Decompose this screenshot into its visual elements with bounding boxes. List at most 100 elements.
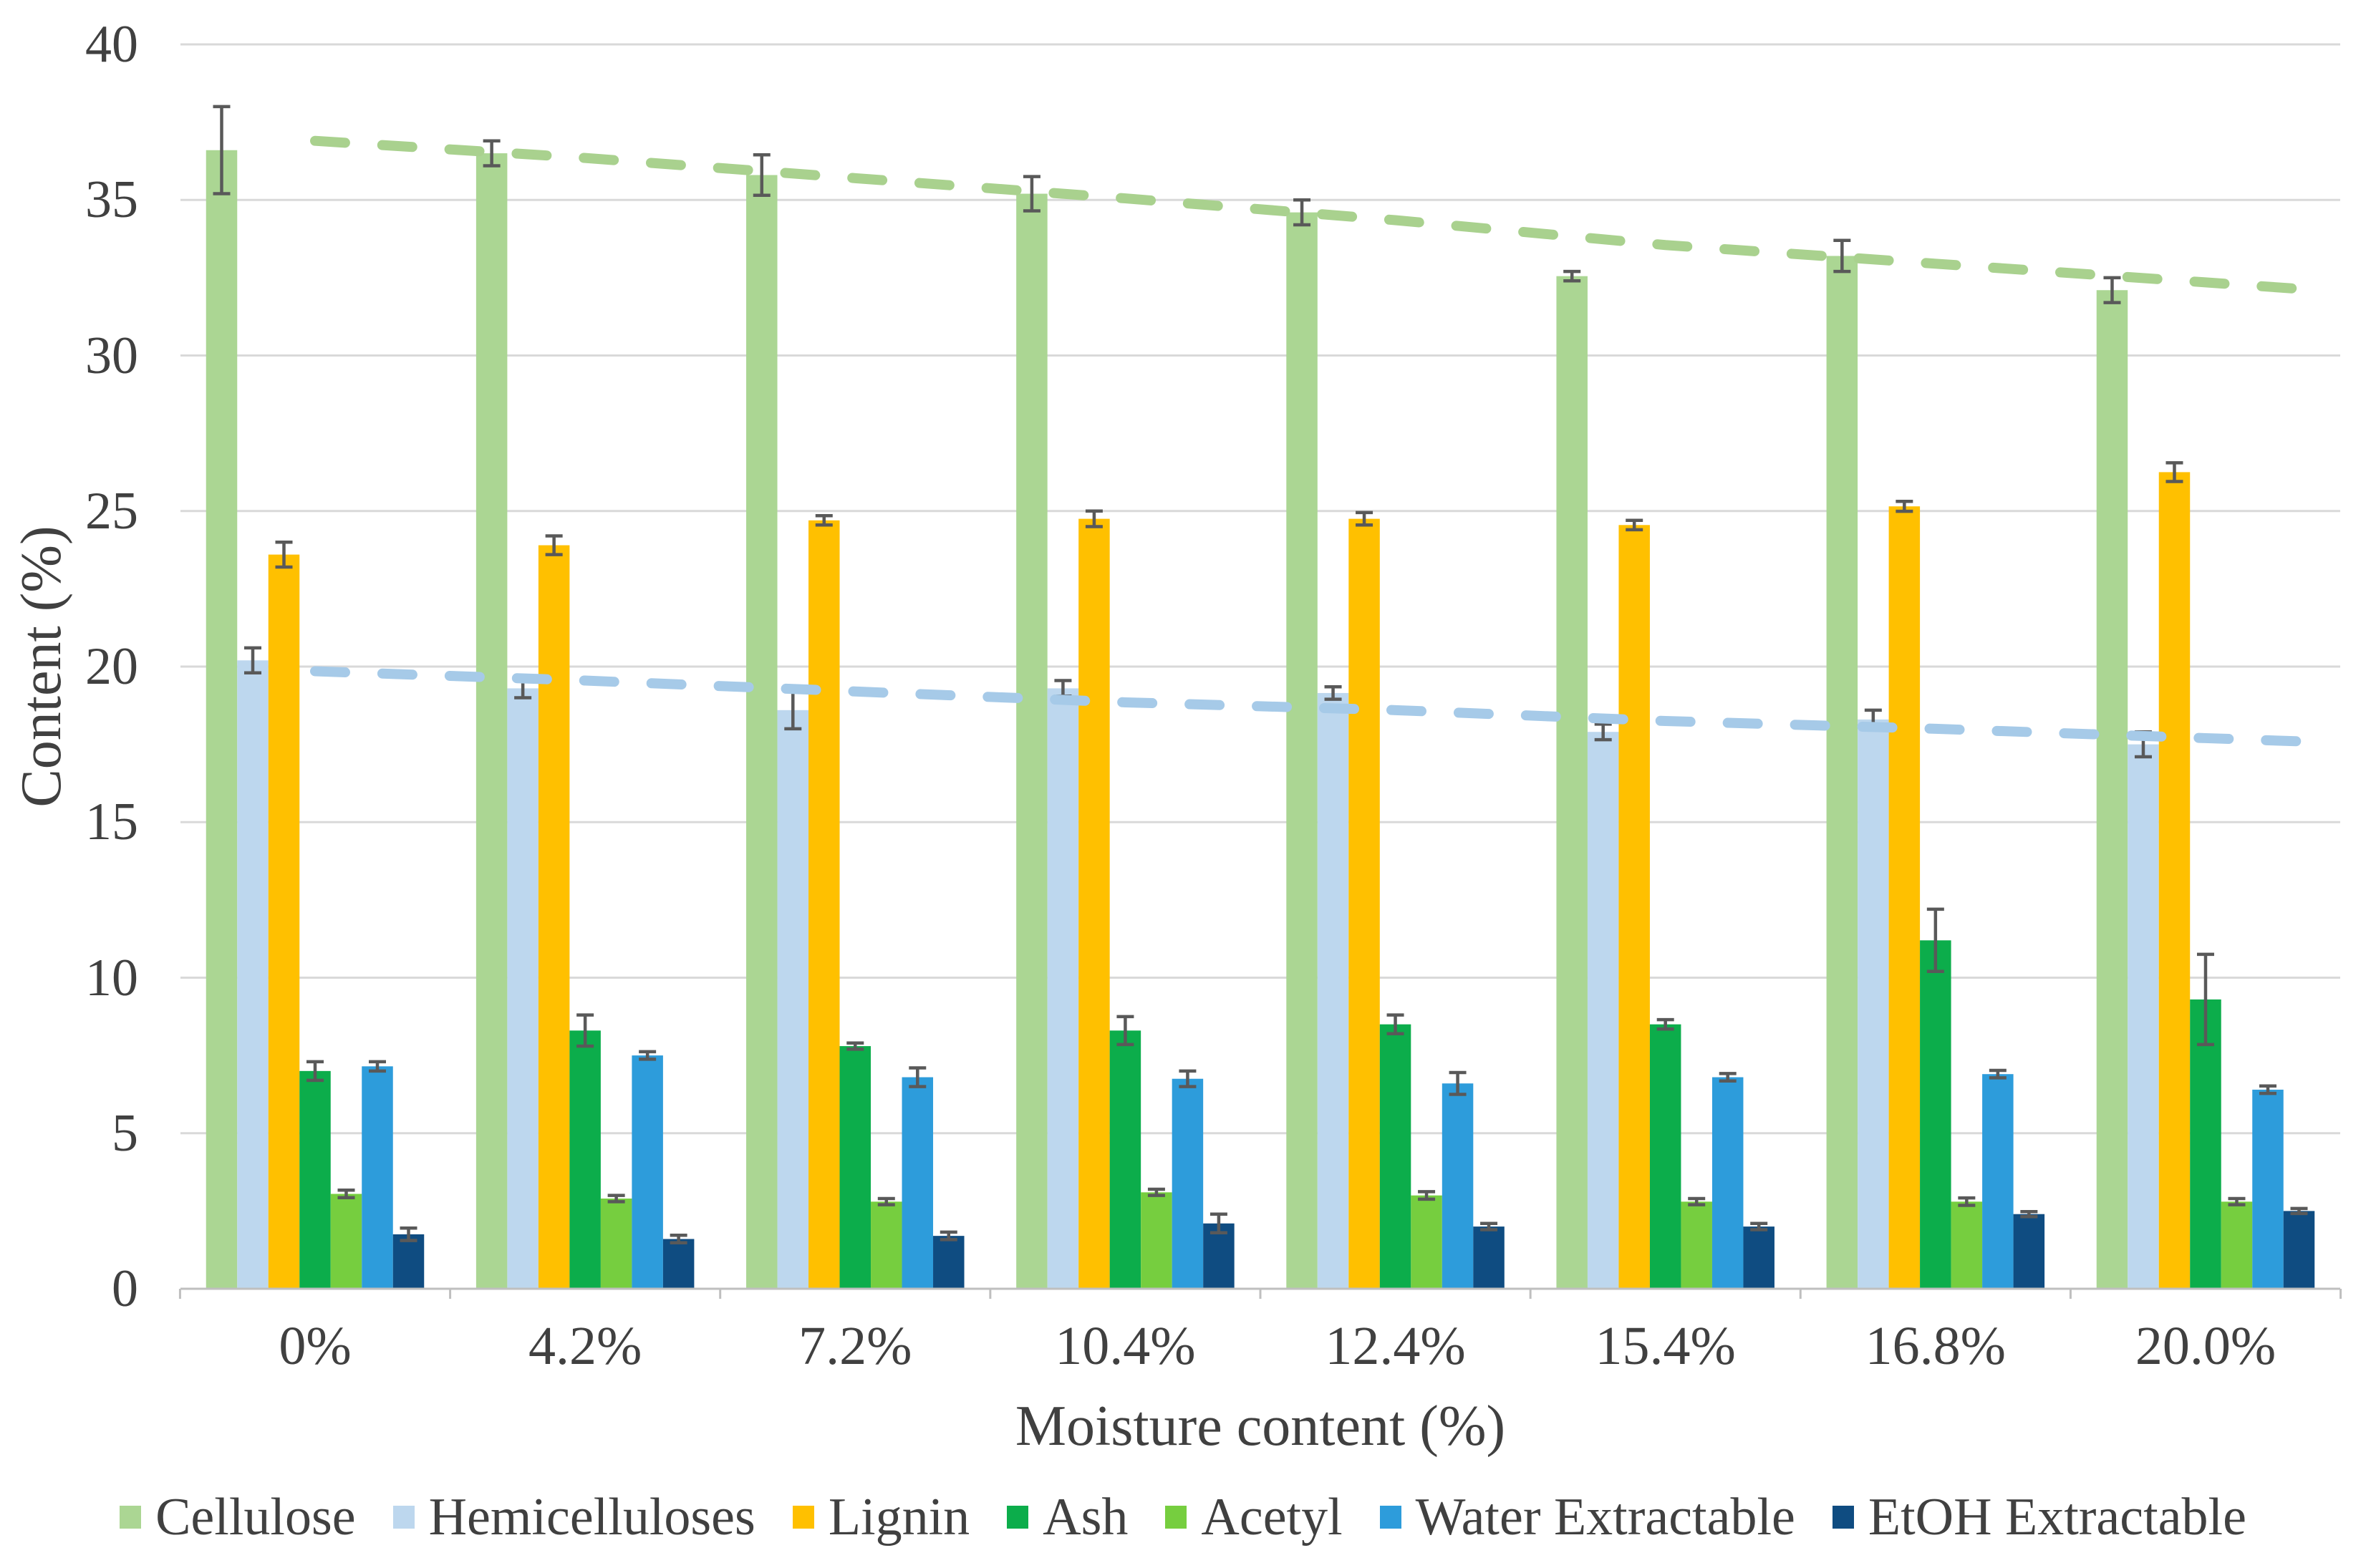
error-bar — [2228, 1196, 2246, 1206]
x-tick-label-16.8%: 16.8% — [1865, 1316, 2006, 1376]
bar-lignin-15.4% — [1618, 525, 1650, 1289]
bar-cellulose-15.4% — [1556, 276, 1588, 1289]
error-bar — [2259, 1084, 2276, 1095]
bar-etoh-extractable-15.4% — [1743, 1226, 1774, 1289]
bar-etoh-extractable-4.2% — [662, 1239, 695, 1289]
error-bar — [337, 1189, 355, 1199]
legend-label: Lignin — [828, 1488, 970, 1547]
bar-etoh-extractable-0% — [392, 1234, 425, 1289]
bar-hemicelluloses-16.8% — [1858, 719, 1889, 1289]
legend-swatch-ash — [1007, 1506, 1029, 1529]
legend-swatch-lignin — [792, 1506, 814, 1529]
bar-cellulose-4.2% — [475, 153, 508, 1289]
bar-hemicelluloses-4.2% — [507, 688, 539, 1289]
legend: Cellulose Hemicelluloses Lignin Ash Acet… — [0, 1486, 2366, 1548]
legend-item-ash: Ash — [1007, 1486, 1128, 1548]
bar-ash-20.0% — [2190, 999, 2221, 1289]
bar-lignin-7.2% — [808, 520, 840, 1289]
bar-ash-7.2% — [839, 1046, 871, 1289]
x-tick-label-20.0%: 20.0% — [2135, 1316, 2276, 1376]
legend-label: Hemicelluloses — [428, 1488, 755, 1547]
x-tick-label-4.2%: 4.2% — [528, 1316, 642, 1376]
error-bar — [1293, 198, 1311, 227]
error-bar — [1896, 500, 1913, 513]
bar-acetyl-10.4% — [1141, 1192, 1172, 1289]
error-bar — [1386, 1013, 1404, 1035]
error-bar — [1989, 1068, 2007, 1080]
error-bar — [2290, 1206, 2308, 1216]
error-bar — [275, 540, 293, 569]
error-bar — [846, 1041, 864, 1051]
legend-swatch-etoh-extractable — [1832, 1506, 1854, 1529]
y-tick-label-30: 30 — [85, 326, 138, 385]
bar-hemicelluloses-12.4% — [1317, 692, 1349, 1289]
error-bar — [1324, 684, 1342, 701]
error-bar — [213, 105, 231, 195]
bar-lignin-12.4% — [1348, 518, 1380, 1289]
legend-label: Ash — [1043, 1488, 1129, 1547]
bar-lignin-20.0% — [2158, 472, 2191, 1289]
error-bar — [1023, 175, 1040, 213]
bar-water-extractable-10.4% — [1172, 1078, 1204, 1289]
x-tick-label-12.4%: 12.4% — [1325, 1316, 1466, 1376]
error-bar — [1656, 1017, 1674, 1031]
legend-item-water-extractable: Water Extractable — [1379, 1486, 1795, 1548]
error-bar — [2020, 1209, 2038, 1219]
y-tick-label-5: 5 — [112, 1103, 138, 1163]
error-bar — [753, 153, 771, 197]
bar-etoh-extractable-12.4% — [1473, 1226, 1505, 1289]
bar-hemicelluloses-0% — [237, 660, 269, 1289]
legend-swatch-acetyl — [1165, 1506, 1187, 1529]
bar-cellulose-0% — [206, 150, 238, 1289]
error-bar — [1356, 510, 1373, 527]
error-bar — [815, 514, 833, 527]
bar-acetyl-20.0% — [2221, 1201, 2253, 1289]
legend-swatch-water-extractable — [1379, 1506, 1401, 1529]
bar-ash-16.8% — [1920, 940, 1951, 1289]
x-tick-label-10.4%: 10.4% — [1055, 1316, 1196, 1376]
legend-swatch-cellulose — [120, 1506, 142, 1529]
x-tick-label-15.4%: 15.4% — [1595, 1316, 1736, 1376]
error-bar — [1179, 1069, 1197, 1088]
bar-etoh-extractable-20.0% — [2283, 1211, 2315, 1289]
legend-label: Acetyl — [1201, 1488, 1343, 1547]
bar-cellulose-12.4% — [1286, 212, 1318, 1289]
bar-hemicelluloses-7.2% — [777, 710, 809, 1289]
bar-hemicelluloses-15.4% — [1587, 732, 1619, 1289]
error-bar — [1926, 907, 1944, 974]
bar-cellulose-10.4% — [1016, 193, 1048, 1289]
error-bar — [1594, 722, 1612, 742]
bar-acetyl-7.2% — [871, 1201, 902, 1289]
bar-lignin-10.4% — [1078, 518, 1110, 1289]
error-bar — [909, 1066, 927, 1088]
error-bar — [1449, 1070, 1467, 1096]
error-bar — [877, 1196, 895, 1206]
error-bar — [1480, 1221, 1498, 1231]
legend-label: Cellulose — [155, 1488, 356, 1547]
trendline-hemicelluloses — [310, 666, 2329, 747]
legend-item-cellulose: Cellulose — [120, 1486, 356, 1548]
bar-etoh-extractable-16.8% — [2013, 1214, 2045, 1289]
error-bar — [576, 1013, 594, 1048]
error-bar — [639, 1050, 657, 1061]
bar-acetyl-4.2% — [600, 1198, 632, 1289]
error-bar — [1688, 1196, 1706, 1206]
error-bar — [1750, 1221, 1768, 1231]
bar-etoh-extractable-7.2% — [933, 1236, 965, 1289]
y-tick-label-25: 25 — [85, 481, 138, 541]
error-bar — [1209, 1212, 1227, 1235]
error-bar — [1116, 1015, 1134, 1047]
legend-swatch-hemicelluloses — [392, 1506, 415, 1529]
bar-lignin-16.8% — [1888, 506, 1921, 1289]
bar-hemicelluloses-10.4% — [1047, 688, 1079, 1289]
bar-ash-15.4% — [1649, 1024, 1681, 1289]
error-bar — [306, 1060, 324, 1083]
bar-ash-10.4% — [1109, 1030, 1141, 1289]
bar-cellulose-7.2% — [746, 175, 778, 1289]
y-tick-label-10: 10 — [85, 948, 138, 1007]
bar-water-extractable-15.4% — [1711, 1077, 1744, 1289]
legend-label: Water Extractable — [1415, 1488, 1795, 1547]
legend-item-hemicelluloses: Hemicelluloses — [392, 1486, 755, 1548]
bar-water-extractable-7.2% — [902, 1077, 934, 1289]
